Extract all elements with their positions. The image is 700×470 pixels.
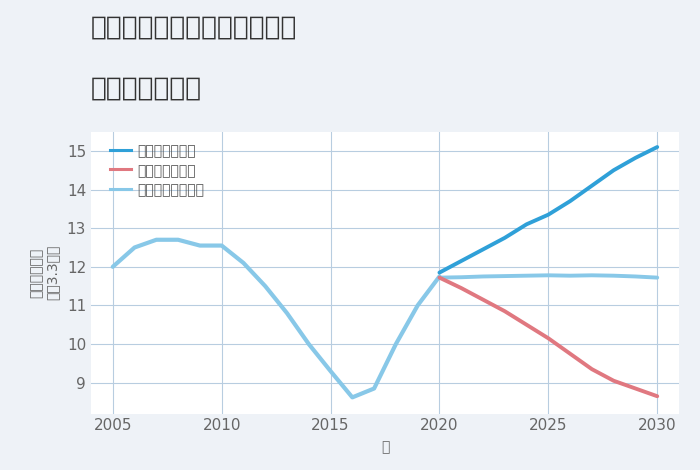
Legend: グッドシナリオ, バッドシナリオ, ノーマルシナリオ: グッドシナリオ, バッドシナリオ, ノーマルシナリオ: [110, 144, 204, 197]
Text: 兵庫県丹波市春日町七日市の: 兵庫県丹波市春日町七日市の: [91, 14, 298, 40]
X-axis label: 年: 年: [381, 440, 389, 454]
Text: 土地の価格推移: 土地の価格推移: [91, 75, 202, 101]
Y-axis label: 単価（万円）
坪（3.3㎡）: 単価（万円） 坪（3.3㎡）: [29, 245, 60, 300]
